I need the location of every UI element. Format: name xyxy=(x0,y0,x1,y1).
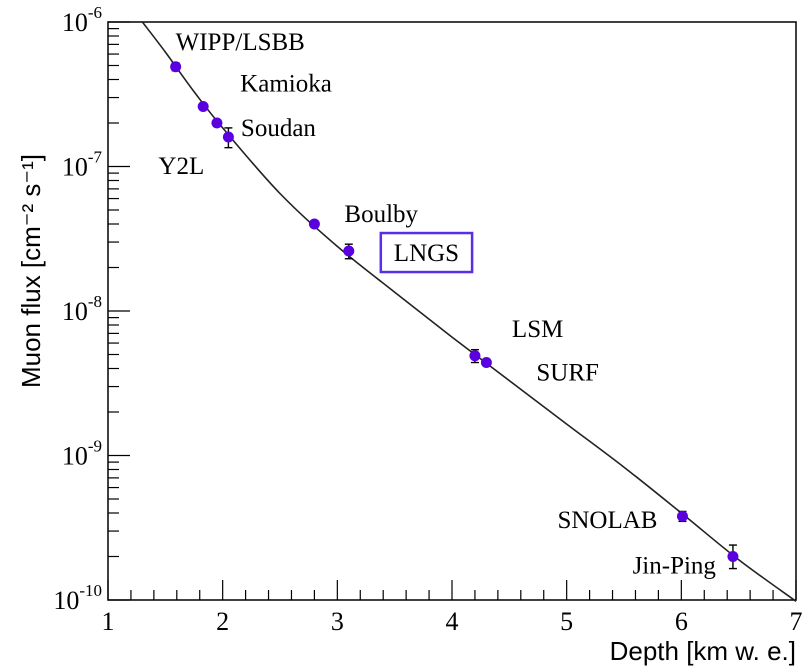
data-marker xyxy=(211,117,223,129)
site-label-wipp-lsbb: WIPP/LSBB xyxy=(176,29,305,56)
data-marker xyxy=(469,350,481,362)
data-marker xyxy=(170,61,182,73)
data-marker xyxy=(343,245,355,257)
y-tick-label: 10-7 xyxy=(62,148,103,182)
x-tick-label: 2 xyxy=(216,607,229,636)
data-marker xyxy=(197,101,209,113)
data-points-layer xyxy=(170,61,739,570)
fit-curve-layer xyxy=(141,21,797,602)
y-tick-label: 10-8 xyxy=(62,292,102,326)
data-marker xyxy=(308,218,320,230)
plot-area-border xyxy=(107,21,797,601)
data-point-surf xyxy=(480,357,492,369)
data-point-lsm xyxy=(469,348,481,364)
highlight-box xyxy=(379,231,474,274)
data-point-snolab xyxy=(676,510,688,523)
site-label-surf: SURF xyxy=(536,360,599,387)
x-tick-label: 6 xyxy=(675,607,688,636)
tick-labels-layer: 1 2 3 4 5 6 7 10-10 10-9 10-8 10-7 10-6 xyxy=(53,3,802,636)
data-point-kamioka xyxy=(197,101,209,113)
plot-frame xyxy=(107,21,797,601)
data-point-y2l xyxy=(222,127,234,149)
data-marker xyxy=(727,551,739,563)
data-marker xyxy=(222,131,234,143)
site-labels-layer: WIPP/LSBB Kamioka Soudan Y2L Boulby LNGS LSM SU… xyxy=(158,29,716,580)
data-point-soudan xyxy=(211,117,223,129)
x-tick-label: 4 xyxy=(446,607,459,636)
y-axis-title: Muon flux [cm⁻² s⁻¹] xyxy=(16,154,46,388)
x-axis-title: Depth [km w. e.] xyxy=(610,636,796,666)
data-marker xyxy=(676,510,688,522)
site-label-boulby: Boulby xyxy=(344,201,418,228)
x-tick-label: 1 xyxy=(102,607,115,636)
x-tick-label: 5 xyxy=(560,607,573,636)
y-tick-label: 10-10 xyxy=(53,581,102,615)
data-point-lngs xyxy=(343,243,355,260)
y-tick-label: 10-6 xyxy=(62,3,102,37)
site-label-soudan: Soudan xyxy=(241,115,317,142)
x-tick-label: 3 xyxy=(331,607,344,636)
data-point-boulby xyxy=(308,218,320,230)
site-label-jin-ping: Jin-Ping xyxy=(633,553,717,580)
site-label-kamioka: Kamioka xyxy=(240,71,332,98)
y-tick-label: 10-9 xyxy=(62,437,102,471)
fit-curve xyxy=(141,21,797,602)
data-marker xyxy=(480,357,492,369)
data-point-wipp-lsbb xyxy=(170,61,182,73)
x-tick-label: 7 xyxy=(790,607,803,636)
site-label-lsm: LSM xyxy=(512,316,563,343)
site-label-y2l: Y2L xyxy=(158,153,204,180)
site-label-snolab: SNOLAB xyxy=(557,507,657,534)
site-label-lngs: LNGS xyxy=(394,240,459,267)
data-point-jin-ping xyxy=(727,544,739,570)
